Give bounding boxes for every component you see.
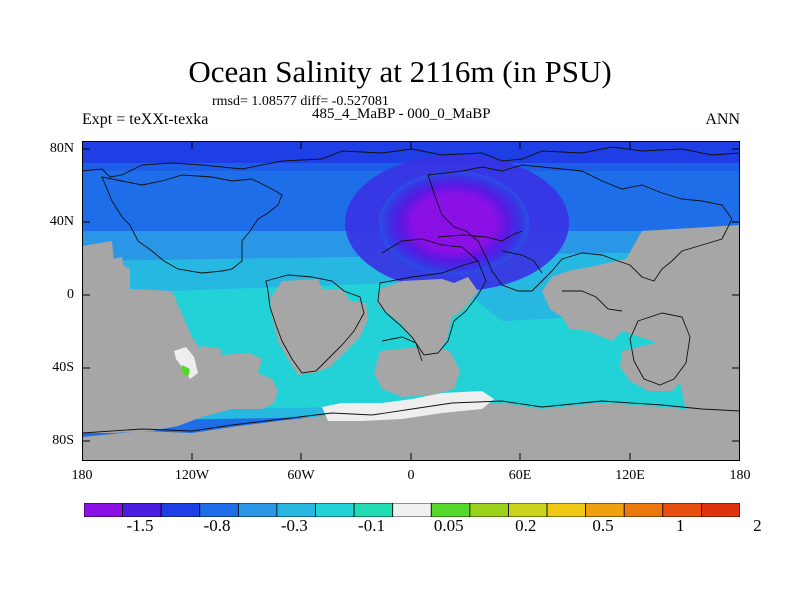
colorbar-box xyxy=(624,503,663,517)
colorbar-box xyxy=(470,503,509,517)
lat-tick-label: 40N xyxy=(50,214,74,230)
lon-tick-label: 180 xyxy=(730,468,751,484)
colorbar-label: 1 xyxy=(676,516,685,536)
salinity-map xyxy=(82,141,740,461)
colorbar-label: -0.8 xyxy=(204,516,231,536)
colorbar-box xyxy=(586,503,625,517)
colorbar-box xyxy=(701,503,740,517)
colorbar-label: -0.1 xyxy=(358,516,385,536)
colorbar-box xyxy=(277,503,316,517)
lon-tick-label: 60W xyxy=(287,468,314,484)
lat-tick-label: 80N xyxy=(50,141,74,157)
lon-tick-label: 120W xyxy=(175,468,209,484)
colorbar xyxy=(84,503,740,517)
colorbar-box xyxy=(200,503,239,517)
colorbar-box xyxy=(123,503,162,517)
colorbar-box xyxy=(354,503,393,517)
map-title: Ocean Salinity at 2116m (in PSU) xyxy=(0,54,800,90)
colorbar-label: -1.5 xyxy=(127,516,154,536)
colorbar-label: 0.5 xyxy=(592,516,613,536)
colorbar-label: 2 xyxy=(753,516,762,536)
lon-tick-label: 120E xyxy=(615,468,645,484)
lon-tick-label: 0 xyxy=(408,468,415,484)
colorbar-label: 0.05 xyxy=(434,516,464,536)
colorbar-box xyxy=(316,503,355,517)
colorbar-box xyxy=(508,503,547,517)
lat-tick-label: 40S xyxy=(52,360,74,376)
colorbar-box xyxy=(431,503,470,517)
colorbar-box xyxy=(663,503,702,517)
lat-tick-label: 0 xyxy=(67,287,74,303)
lon-tick-label: 60E xyxy=(509,468,532,484)
colorbar-box xyxy=(161,503,200,517)
season-label: ANN xyxy=(705,111,740,129)
lat-tick-label: 80S xyxy=(52,433,74,449)
negative-anomaly-core xyxy=(379,171,529,275)
lon-tick-label: 180 xyxy=(72,468,93,484)
colorbar-box xyxy=(238,503,277,517)
experiment-label: Expt = teXXt-texka xyxy=(82,111,208,129)
colorbar-label: 0.2 xyxy=(515,516,536,536)
colorbar-box xyxy=(393,503,432,517)
experiment-difference-subtitle: 485_4_MaBP - 000_0_MaBP xyxy=(312,106,491,123)
colorbar-label: -0.3 xyxy=(281,516,308,536)
colorbar-box xyxy=(84,503,123,517)
colorbar-box xyxy=(547,503,586,517)
